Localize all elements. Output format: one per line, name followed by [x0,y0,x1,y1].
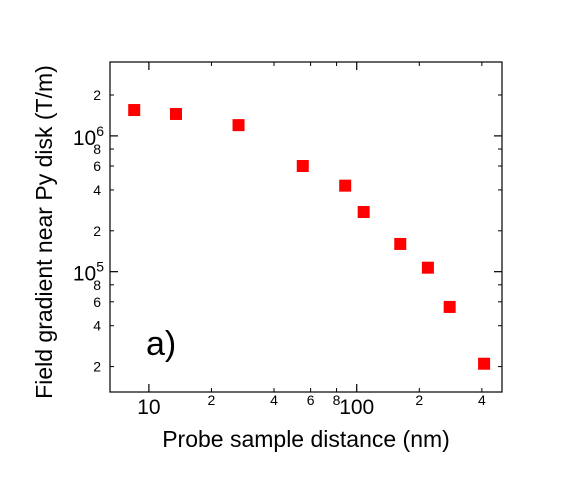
x-minor-tick-label: 2 [415,392,423,408]
data-point [357,206,370,219]
x-minor-tick-label: 4 [270,392,278,408]
x-axis-ticks: 10 100 2 4 6 8 2 4 [137,62,486,419]
y-axis-label: Field gradient near Py disk (T/m) [31,65,57,399]
y-minor-tick-label: 8 [93,141,101,157]
data-point [339,179,352,192]
x-minor-tick-label: 8 [333,392,341,408]
data-point [296,160,309,173]
y-minor-tick-label: 4 [93,318,101,334]
x-tick-label: 10 [137,396,160,419]
x-tick-label: 100 [339,396,374,419]
x-axis-label: Probe sample distance (nm) [162,426,450,452]
data-point [232,119,245,132]
y-tick-label: 106 [73,123,104,150]
y-minor-tick-label: 6 [93,158,101,174]
x-minor-tick-label: 2 [208,392,216,408]
data-point [478,357,491,370]
y-minor-tick-label: 2 [93,87,101,103]
plot-frame [109,61,503,393]
y-tick-label: 105 [73,259,104,286]
y-minor-tick-label: 4 [93,182,101,198]
y-minor-tick-label: 2 [93,223,101,239]
y-minor-tick-label: 2 [93,359,101,375]
x-minor-tick-label: 6 [307,392,315,408]
x-minor-tick-label: 4 [478,392,486,408]
data-points [128,104,491,370]
data-point [394,237,407,250]
data-point [443,300,456,313]
data-point [421,261,434,274]
y-minor-tick-label: 8 [93,277,101,293]
data-point [128,104,141,117]
panel-label: a) [146,325,176,363]
y-minor-tick-label: 6 [93,294,101,310]
data-point [169,107,182,120]
